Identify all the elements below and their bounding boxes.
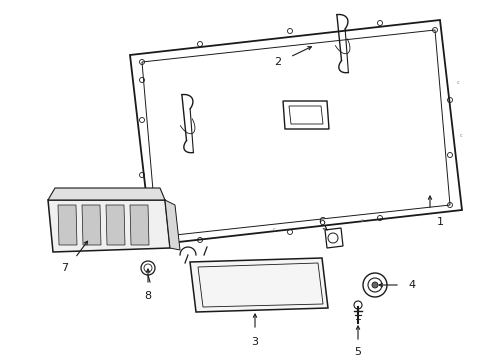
Polygon shape xyxy=(58,205,77,245)
Text: c: c xyxy=(360,217,363,222)
Text: c: c xyxy=(459,132,462,138)
Text: c: c xyxy=(456,80,459,85)
Polygon shape xyxy=(190,258,327,312)
Polygon shape xyxy=(82,205,101,245)
Text: 8: 8 xyxy=(144,291,151,301)
Text: 5: 5 xyxy=(354,347,361,357)
Polygon shape xyxy=(164,200,180,250)
Circle shape xyxy=(371,282,377,288)
Text: 2: 2 xyxy=(274,57,281,67)
Polygon shape xyxy=(48,200,170,252)
Text: 6: 6 xyxy=(318,217,325,227)
Text: 3: 3 xyxy=(251,337,258,347)
Polygon shape xyxy=(106,205,125,245)
Text: 7: 7 xyxy=(61,263,68,273)
Text: c: c xyxy=(272,227,275,232)
Text: 4: 4 xyxy=(407,280,415,290)
Polygon shape xyxy=(48,188,164,200)
Text: 1: 1 xyxy=(436,217,443,227)
Polygon shape xyxy=(130,205,149,245)
